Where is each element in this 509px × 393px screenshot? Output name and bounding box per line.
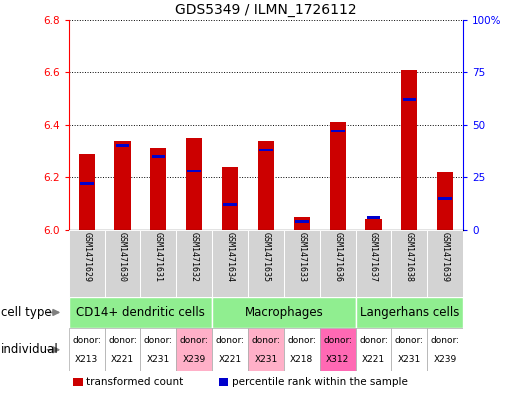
Text: donor:: donor: xyxy=(431,336,460,345)
Text: X218: X218 xyxy=(290,355,314,364)
Text: GSM1471632: GSM1471632 xyxy=(190,232,199,282)
Text: transformed count: transformed count xyxy=(87,377,184,387)
Text: GSM1471636: GSM1471636 xyxy=(333,232,342,282)
Bar xyxy=(356,230,391,297)
Bar xyxy=(248,328,284,371)
Bar xyxy=(295,220,308,223)
Bar xyxy=(320,328,356,371)
Bar xyxy=(116,145,129,147)
Bar xyxy=(69,297,212,328)
Bar xyxy=(69,230,104,297)
Bar xyxy=(248,230,284,297)
Bar xyxy=(222,167,238,230)
Text: GSM1471629: GSM1471629 xyxy=(82,232,91,282)
Bar xyxy=(80,182,94,185)
Text: X239: X239 xyxy=(183,355,206,364)
Bar xyxy=(391,230,428,297)
Text: X221: X221 xyxy=(362,355,385,364)
Bar xyxy=(330,122,346,230)
Bar xyxy=(140,230,176,297)
Text: donor:: donor: xyxy=(323,336,352,345)
Bar xyxy=(366,216,380,219)
Text: donor:: donor: xyxy=(251,336,280,345)
Text: X213: X213 xyxy=(75,355,98,364)
Text: donor:: donor: xyxy=(287,336,316,345)
Bar xyxy=(104,328,140,371)
Text: GSM1471634: GSM1471634 xyxy=(225,232,235,282)
Bar xyxy=(259,149,273,151)
Text: CD14+ dendritic cells: CD14+ dendritic cells xyxy=(76,306,205,319)
Bar xyxy=(331,130,345,132)
Bar xyxy=(356,328,391,371)
Text: X312: X312 xyxy=(326,355,349,364)
Text: Langerhans cells: Langerhans cells xyxy=(360,306,459,319)
Text: X231: X231 xyxy=(254,355,277,364)
Bar xyxy=(187,170,201,173)
Text: donor:: donor: xyxy=(72,336,101,345)
Bar xyxy=(284,230,320,297)
Text: GSM1471633: GSM1471633 xyxy=(297,232,306,282)
Text: GSM1471631: GSM1471631 xyxy=(154,232,163,282)
Bar xyxy=(391,328,428,371)
Bar xyxy=(212,230,248,297)
Bar xyxy=(104,230,140,297)
Bar xyxy=(356,297,463,328)
Text: GSM1471635: GSM1471635 xyxy=(262,232,270,282)
Text: donor:: donor: xyxy=(108,336,137,345)
Bar xyxy=(258,141,274,230)
Text: donor:: donor: xyxy=(180,336,209,345)
Text: cell type: cell type xyxy=(1,306,51,319)
Bar xyxy=(401,70,417,230)
Text: donor:: donor: xyxy=(144,336,173,345)
Text: individual: individual xyxy=(1,343,59,356)
Text: X221: X221 xyxy=(111,355,134,364)
Bar xyxy=(403,98,416,101)
Text: donor:: donor: xyxy=(216,336,245,345)
Bar xyxy=(219,378,229,386)
Bar xyxy=(320,230,356,297)
Bar xyxy=(212,328,248,371)
Bar xyxy=(212,297,356,328)
Text: donor:: donor: xyxy=(359,336,388,345)
Bar xyxy=(284,328,320,371)
Bar xyxy=(186,138,202,230)
Bar xyxy=(140,328,176,371)
Title: GDS5349 / ILMN_1726112: GDS5349 / ILMN_1726112 xyxy=(175,3,357,17)
Bar xyxy=(78,154,95,230)
Bar xyxy=(223,203,237,206)
Bar xyxy=(73,378,82,386)
Text: GSM1471630: GSM1471630 xyxy=(118,232,127,282)
Text: Macrophages: Macrophages xyxy=(244,306,323,319)
Text: GSM1471639: GSM1471639 xyxy=(441,232,450,282)
Text: donor:: donor: xyxy=(395,336,424,345)
Bar xyxy=(438,197,452,200)
Text: GSM1471637: GSM1471637 xyxy=(369,232,378,282)
Bar xyxy=(176,230,212,297)
Bar xyxy=(365,219,382,230)
Bar xyxy=(428,328,463,371)
Text: X231: X231 xyxy=(398,355,421,364)
Bar xyxy=(437,172,454,230)
Text: X221: X221 xyxy=(218,355,242,364)
Text: percentile rank within the sample: percentile rank within the sample xyxy=(233,377,408,387)
Text: X239: X239 xyxy=(434,355,457,364)
Text: X231: X231 xyxy=(147,355,170,364)
Bar xyxy=(294,217,310,230)
Bar xyxy=(152,155,165,158)
Bar xyxy=(115,141,131,230)
Bar xyxy=(176,328,212,371)
Bar xyxy=(69,328,104,371)
Bar xyxy=(150,149,166,230)
Text: GSM1471638: GSM1471638 xyxy=(405,232,414,282)
Bar xyxy=(428,230,463,297)
